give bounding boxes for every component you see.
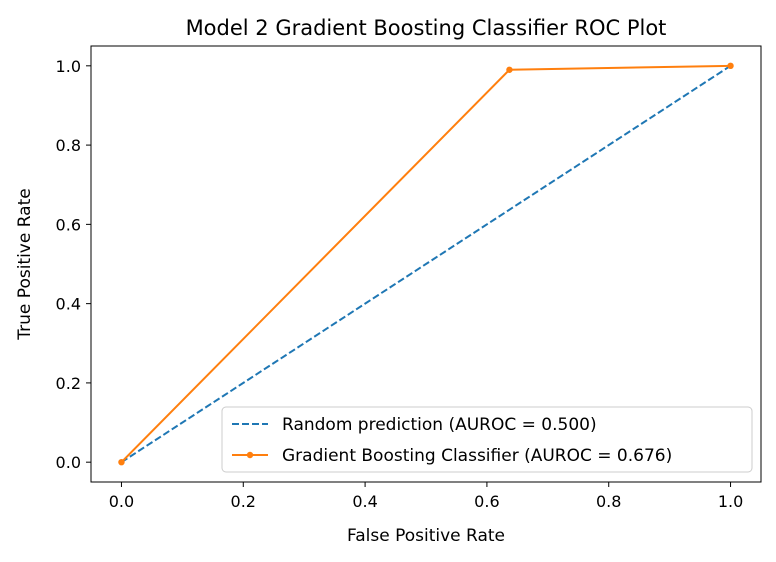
chart-title: Model 2 Gradient Boosting Classifier ROC… [186, 16, 667, 40]
y-tick-label: 0.6 [56, 215, 81, 234]
series-point-1 [118, 458, 125, 466]
y-tick-label: 0.8 [56, 136, 81, 155]
legend: Random prediction (AUROC = 0.500) Gradie… [221, 406, 753, 473]
series-line-0 [120, 64, 732, 464]
x-tick-label: 0.0 [109, 492, 134, 511]
x-tick-label: 0.6 [474, 492, 499, 511]
y-axis-label: True Positive Rate [15, 188, 35, 340]
legend-label-gbc: Gradient Boosting Classifier (AUROC = 0.… [282, 446, 672, 466]
x-tick-label: 0.2 [231, 492, 256, 511]
y-tick-label: 0.0 [56, 453, 81, 472]
legend-marker-gbc [246, 451, 254, 459]
series-point-1 [727, 62, 734, 70]
x-axis-ticks: 0.0 0.2 0.4 0.6 0.8 1.0 [109, 482, 743, 511]
x-axis-label: False Positive Rate [347, 526, 505, 546]
y-tick-label: 0.2 [56, 374, 81, 393]
series-layer [118, 62, 734, 466]
series-point-1 [506, 66, 513, 73]
legend-box [221, 406, 753, 473]
y-tick-label: 1.0 [56, 57, 81, 76]
legend-label-random: Random prediction (AUROC = 0.500) [282, 415, 597, 435]
y-axis-ticks: 0.0 0.2 0.4 0.6 0.8 1.0 [56, 57, 91, 472]
x-tick-label: 1.0 [718, 492, 743, 511]
y-tick-label: 0.4 [56, 295, 81, 314]
x-tick-label: 0.4 [352, 492, 377, 511]
x-tick-label: 0.8 [596, 492, 621, 511]
